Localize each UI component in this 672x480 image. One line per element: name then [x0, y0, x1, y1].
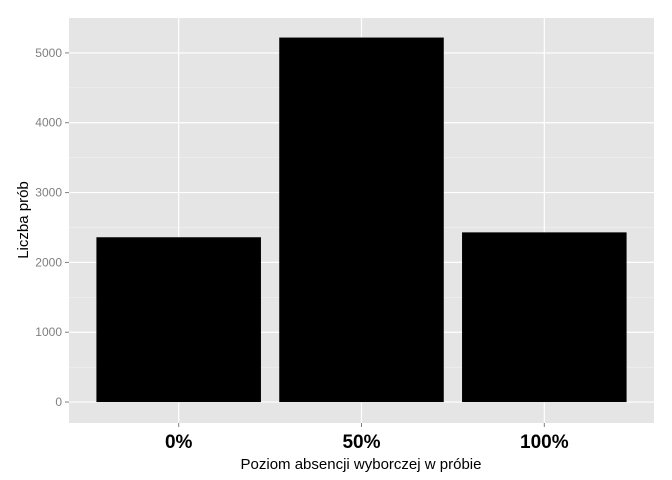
y-tick-label: 5000: [35, 46, 62, 60]
y-axis: 0 1000 2000 3000 4000 5000: [35, 46, 69, 409]
y-axis-title: Liczba prób: [15, 181, 32, 259]
x-tick-label: 50%: [342, 432, 380, 453]
bars: [96, 37, 627, 403]
y-tick-label: 1000: [35, 325, 62, 339]
y-tick-label: 3000: [35, 186, 62, 200]
bar-50pct: [279, 37, 444, 403]
y-tick-label: 0: [55, 395, 62, 409]
bar-0pct: [96, 237, 261, 403]
y-tick-label: 2000: [35, 255, 62, 269]
x-tick-label: 0%: [165, 432, 193, 453]
x-tick-label: 100%: [520, 432, 569, 453]
x-axis-title: Poziom absencji wyborczej w próbie: [241, 456, 482, 473]
x-axis: 0% 50% 100%: [165, 423, 569, 453]
y-tick-label: 4000: [35, 116, 62, 130]
bar-100pct: [462, 232, 627, 403]
